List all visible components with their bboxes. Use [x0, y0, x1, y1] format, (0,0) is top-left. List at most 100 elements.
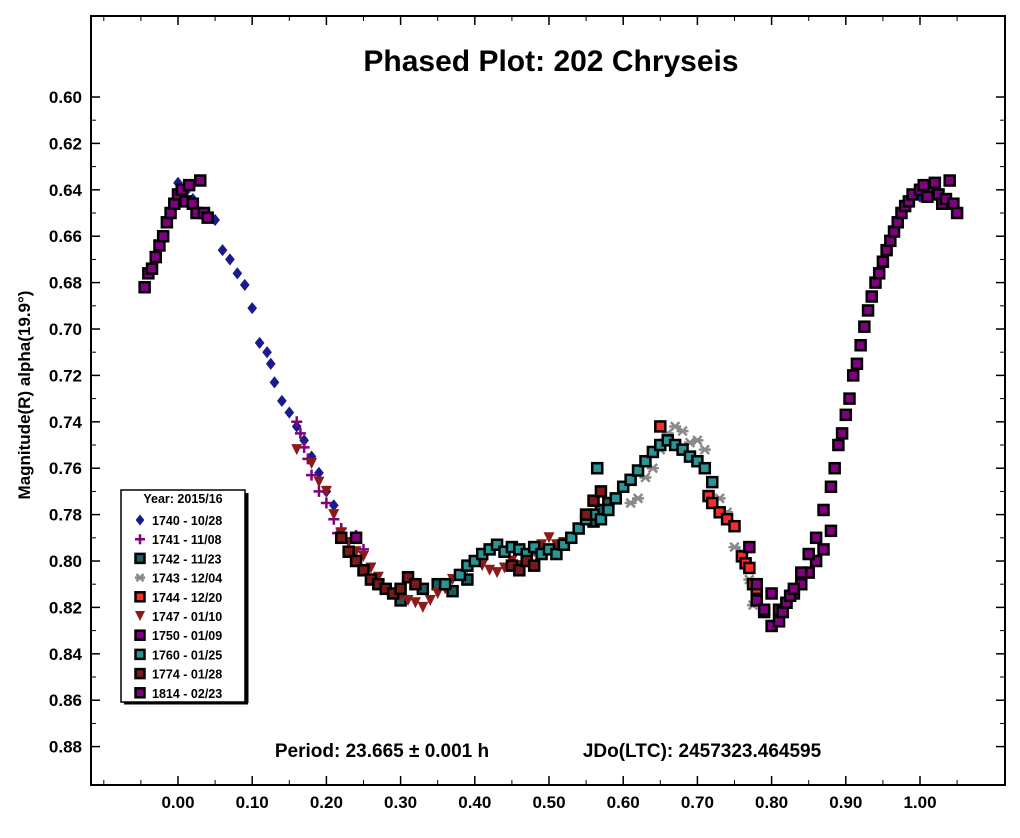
data-point — [417, 601, 429, 613]
data-point — [550, 547, 563, 561]
y-tick-label: 0.64 — [49, 181, 83, 200]
data-points — [138, 174, 964, 633]
data-point — [432, 587, 444, 599]
data-point — [921, 190, 934, 204]
x-tick-label: 0.40 — [458, 793, 491, 812]
data-point — [201, 211, 214, 224]
legend-marker — [135, 514, 145, 526]
data-point — [254, 336, 265, 349]
y-axis-label: Magnitude(R) alpha(19.9°) — [15, 291, 34, 500]
data-point — [269, 376, 280, 389]
legend-label: 1774 - 01/28 — [152, 668, 222, 682]
legend-label: 1760 - 01/25 — [152, 648, 222, 662]
y-tick-labels: 0.60 0.62 0.64 0.66 0.68 0.70 0.72 0.74 0.76 0.78… — [49, 88, 83, 757]
data-point — [239, 278, 250, 291]
data-point — [835, 427, 849, 440]
y-tick-label: 0.72 — [49, 366, 82, 385]
y-tick-label: 0.82 — [49, 598, 82, 617]
data-point — [313, 476, 325, 488]
data-point — [217, 244, 228, 257]
x-tick-labels: 0.00 0.10 0.20 0.30 0.40 0.50 0.60 0.70 0.80 0.90… — [161, 793, 936, 812]
data-point — [587, 494, 600, 507]
data-point — [357, 564, 370, 577]
data-point — [720, 512, 734, 526]
data-point — [409, 577, 422, 591]
data-point — [839, 408, 853, 422]
data-point — [676, 425, 689, 437]
data-point — [394, 582, 407, 596]
legend-marker — [134, 552, 146, 565]
data-point — [809, 531, 823, 545]
data-point — [342, 545, 355, 558]
data-point — [872, 267, 886, 280]
data-point — [639, 454, 652, 468]
data-point — [557, 538, 571, 552]
y-tick-label: 0.76 — [49, 459, 82, 478]
legend-marker — [134, 591, 146, 603]
legend-marker — [134, 667, 146, 680]
data-point — [858, 320, 871, 333]
data-point — [314, 466, 324, 479]
data-point — [817, 543, 830, 556]
y-tick-label: 0.68 — [49, 274, 82, 293]
series-1814 — [138, 174, 964, 633]
data-point — [453, 568, 467, 582]
data-point — [787, 582, 801, 596]
legend-marker — [134, 687, 146, 699]
y-tick-label: 0.88 — [49, 738, 82, 757]
y-tick-label: 0.78 — [49, 506, 82, 525]
x-tick-label: 0.90 — [829, 793, 862, 812]
legend-marker — [135, 611, 145, 621]
data-point — [313, 485, 325, 497]
data-point — [757, 603, 771, 616]
data-point — [705, 496, 719, 510]
data-point — [616, 480, 630, 494]
data-point — [334, 531, 348, 545]
period-annotation: Period: 23.665 ± 0.001 h — [275, 741, 489, 762]
data-point — [320, 497, 332, 509]
legend-label: 1750 - 01/09 — [152, 629, 222, 643]
legend-label: 1814 - 02/23 — [152, 687, 222, 701]
data-point — [824, 524, 838, 538]
data-point — [854, 338, 867, 352]
data-point — [232, 267, 243, 280]
legend-entries: 1740 - 10/28 1741 - 11/08 1742 - 11/23 1743… — [134, 514, 222, 701]
data-point — [527, 559, 541, 572]
data-point — [824, 480, 838, 494]
legend-marker — [135, 534, 145, 545]
data-point — [809, 554, 823, 568]
y-tick-label: 0.86 — [49, 691, 82, 710]
data-point — [917, 178, 930, 192]
data-point — [915, 190, 925, 203]
data-point — [691, 435, 704, 446]
data-point — [320, 485, 332, 497]
y-tick-label: 0.70 — [49, 320, 82, 339]
data-point — [750, 577, 764, 591]
data-point — [654, 420, 667, 433]
data-point — [943, 174, 956, 187]
data-point — [358, 550, 369, 562]
data-point — [291, 416, 303, 428]
legend-label: 1744 - 12/20 — [152, 591, 222, 605]
data-point — [349, 531, 363, 545]
data-point — [765, 587, 778, 600]
data-point — [691, 454, 704, 468]
data-point — [409, 597, 421, 609]
legend-label: 1741 - 11/08 — [152, 533, 222, 547]
y-tick-label: 0.66 — [49, 227, 82, 246]
data-point — [602, 503, 615, 517]
data-point — [349, 554, 363, 568]
data-point — [306, 469, 318, 481]
data-point — [795, 566, 808, 579]
data-point — [401, 570, 415, 584]
data-point — [194, 174, 207, 187]
data-point — [676, 443, 689, 456]
data-point — [850, 357, 864, 371]
data-point — [328, 509, 340, 521]
data-point — [631, 464, 645, 477]
legend-title: Year: 2015/16 — [143, 492, 222, 506]
y-tick-label: 0.80 — [49, 552, 82, 571]
data-point — [284, 406, 295, 419]
data-point — [491, 567, 503, 579]
